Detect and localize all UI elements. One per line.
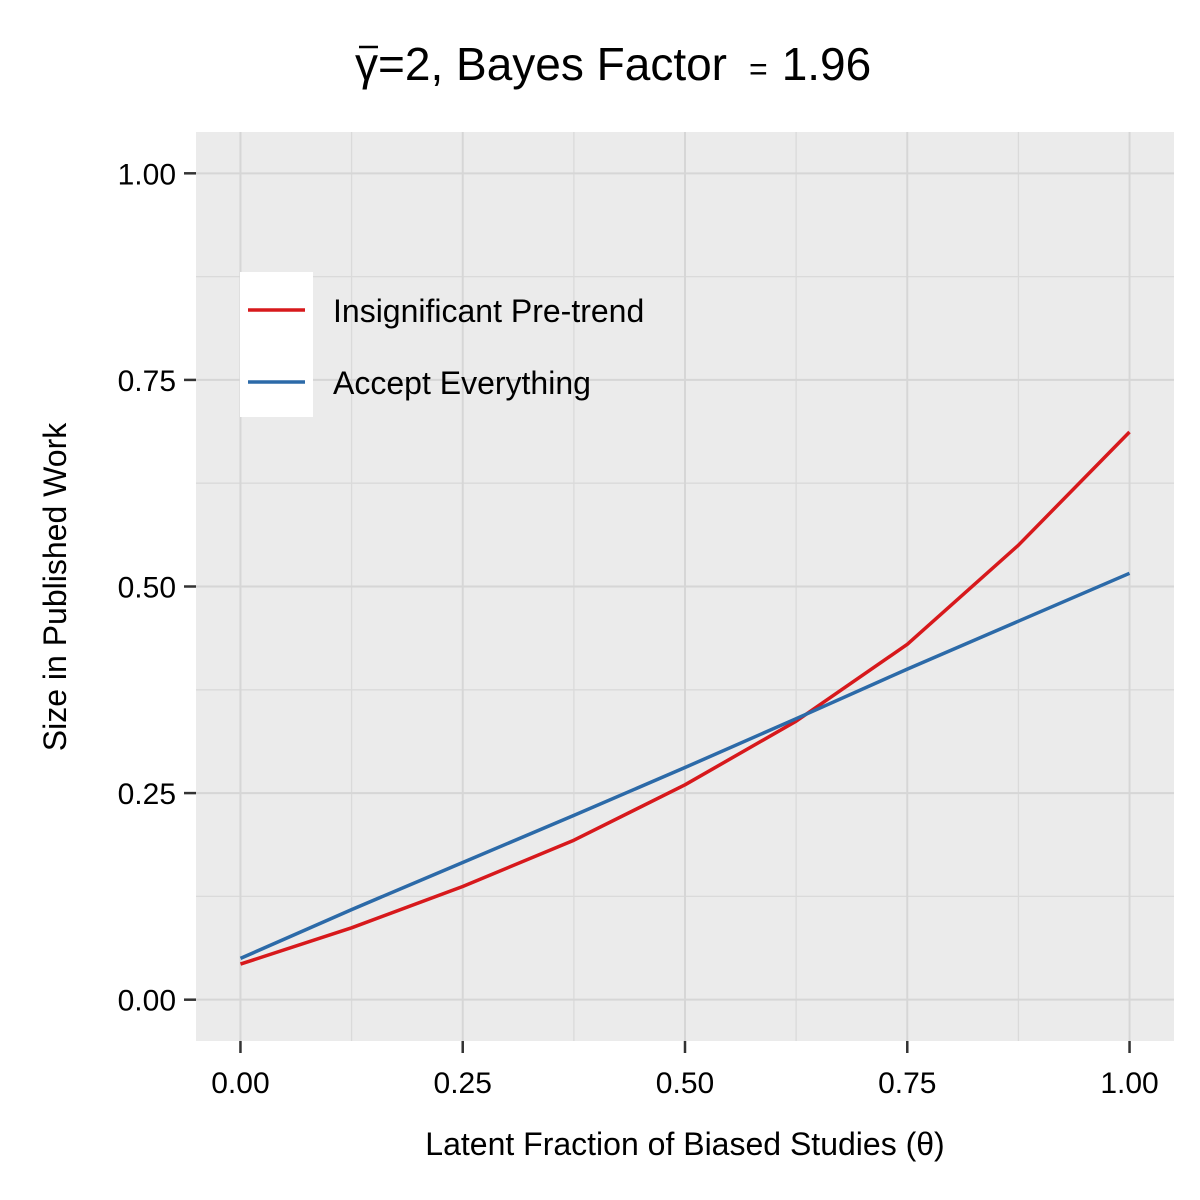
x-tick-label: 1.00 <box>1100 1067 1158 1100</box>
legend-key-background <box>240 272 313 417</box>
title-main: =2, Bayes Factor <box>378 38 727 90</box>
x-tick-label: 0.00 <box>211 1067 269 1100</box>
y-tick-label: 1.00 <box>118 158 176 191</box>
y-tick-label: 0.50 <box>118 572 176 605</box>
legend: Insignificant Pre-trend Accept Everythin… <box>240 272 644 417</box>
x-tick-label: 0.50 <box>656 1067 714 1100</box>
x-axis-title: Latent Fraction of Biased Studies (θ) <box>425 1126 944 1162</box>
series-lines <box>239 430 1131 966</box>
title-value: 1.96 <box>782 38 872 90</box>
y-axis: 0.00 0.25 0.50 0.75 1.00 <box>118 158 196 1018</box>
series-line-accept-everything <box>239 571 1131 961</box>
series-line-insignificant-pre-trend <box>239 430 1131 966</box>
y-tick-label: 0.25 <box>118 778 176 811</box>
y-tick-label: 0.75 <box>118 365 176 398</box>
y-tick-label: 0.00 <box>118 985 176 1018</box>
legend-label-accept-everything: Accept Everything <box>333 365 591 401</box>
title-gamma: γ <box>355 38 378 90</box>
title-equals: = <box>749 51 768 87</box>
svg-text:γ=2, Bayes Factor=1.96: γ=2, Bayes Factor = 1.96 <box>355 38 871 90</box>
x-axis: 0.00 0.25 0.50 0.75 1.00 <box>211 1041 1159 1100</box>
y-axis-title: Size in Published Work <box>37 422 73 751</box>
legend-label-insignificant-pre-trend: Insignificant Pre-trend <box>333 293 644 329</box>
chart-title: γ=2, Bayes Factor = 1.96 <box>355 38 871 90</box>
x-tick-label: 0.75 <box>878 1067 936 1100</box>
x-tick-label: 0.25 <box>434 1067 492 1100</box>
